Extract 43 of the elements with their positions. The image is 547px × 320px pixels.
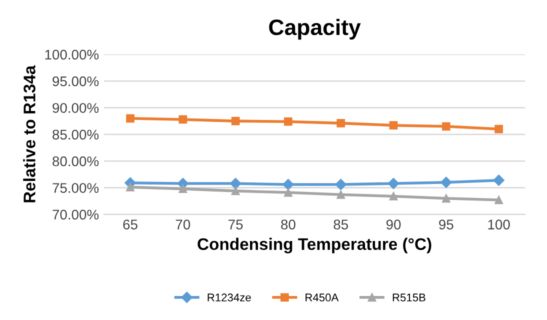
point <box>336 119 346 128</box>
legend-label: R515B <box>392 294 426 302</box>
point <box>442 122 450 131</box>
point <box>178 115 188 124</box>
x-tick-label: 85 <box>334 220 348 230</box>
point <box>440 176 452 188</box>
x-axis-title: Condensing Temperature (°C) <box>198 238 432 254</box>
legend-label: R1234ze <box>208 294 251 302</box>
point <box>126 183 134 192</box>
x-tick-label: 90 <box>386 220 401 230</box>
point <box>389 192 398 200</box>
point <box>230 178 242 190</box>
point <box>494 196 503 204</box>
point <box>493 174 504 186</box>
x-tick-label: 70 <box>176 220 190 230</box>
point <box>231 116 240 126</box>
point <box>389 121 398 130</box>
y-tick-label: 100.00% <box>45 50 99 60</box>
point <box>494 124 503 134</box>
x-tick-label: 80 <box>281 220 296 230</box>
y-tick-label: 90.00% <box>52 103 99 113</box>
y-tick-label: 75.00% <box>52 183 99 193</box>
y-tick-label: 80.00% <box>52 156 99 166</box>
point <box>178 184 188 193</box>
y-tick-label: 95.00% <box>52 76 99 86</box>
point <box>442 194 450 203</box>
point <box>282 178 294 190</box>
x-tick-label: 100 <box>488 220 510 230</box>
y-tick-label: 70.00% <box>52 210 99 220</box>
y-axis-title: Relative to R134a <box>23 65 36 202</box>
chart-title: Capacity <box>269 18 361 40</box>
y-tick-label: 85.00% <box>52 130 99 140</box>
x-tick-label: 95 <box>439 220 454 230</box>
point <box>284 188 292 197</box>
x-tick-label: 65 <box>123 220 138 230</box>
point <box>335 178 346 190</box>
point <box>388 178 400 190</box>
point <box>126 114 134 123</box>
point <box>284 117 292 126</box>
point <box>231 186 240 196</box>
point <box>336 190 346 199</box>
x-tick-label: 75 <box>228 220 243 230</box>
legend-label: R450A <box>306 294 339 302</box>
